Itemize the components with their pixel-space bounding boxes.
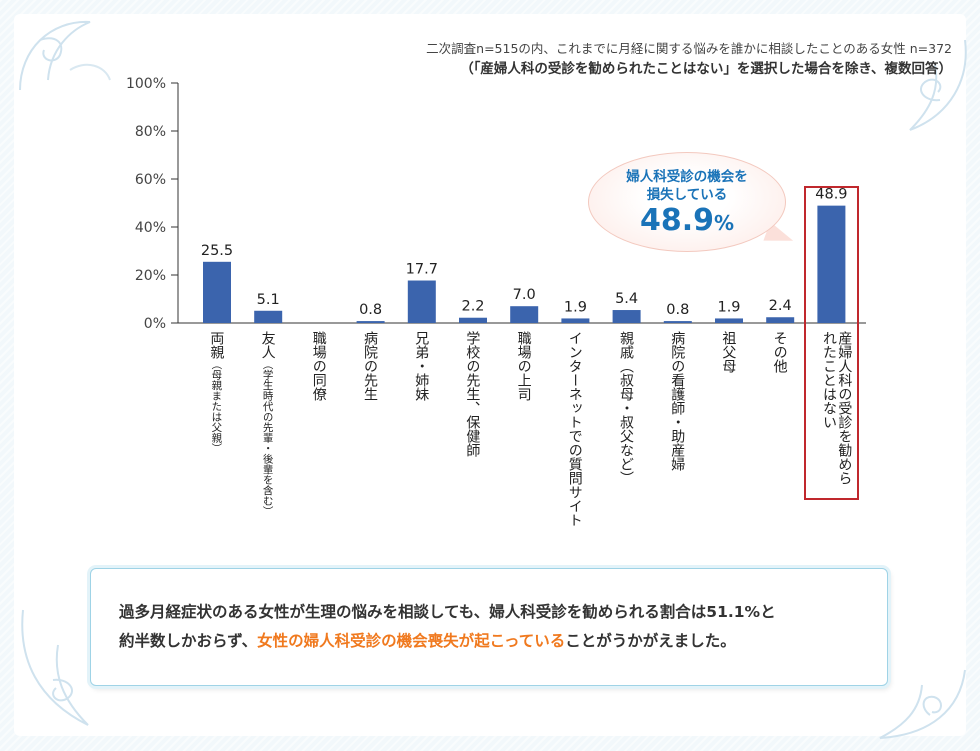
category-label: 病院の看護師・助産婦 [669, 331, 686, 471]
bar [561, 318, 590, 323]
value-label: 2.2 [461, 299, 484, 315]
y-tick-label: 100% [126, 76, 166, 92]
category-label: その他 [771, 331, 788, 373]
value-label: 1.9 [564, 299, 587, 315]
category-label-main: 両親 [208, 331, 225, 359]
summary-box: 過多月経症状のある女性が生理の悩みを相談しても、婦人科受診を勧められる割合は51… [90, 568, 888, 686]
bar [510, 306, 539, 323]
survey-condition-note: （「産婦人科の受診を勧められたことはない」を選択した場合を除き、複数回答） [460, 61, 952, 77]
category-label-main: 病院の先生 [361, 331, 378, 401]
category-label: 両親（母親または父親） [208, 331, 225, 454]
category-label: 職場の同僚 [310, 331, 327, 401]
category-label: 友人（学生時代の先輩・後輩を含む） [259, 331, 276, 517]
summary-line2: 約半数しかおらず、女性の婦人科受診の機会喪失が起こっていることがうかがえました。 [119, 629, 867, 651]
category-label-main: 友人 [259, 331, 276, 359]
category-label: 産婦人科の受診を勧められたことはない [813, 331, 853, 491]
category-label: 親戚（叔母・叔父など） [617, 331, 634, 485]
category-label-main: 職場の同僚 [310, 331, 327, 401]
category-label-main: 産婦人科の受診を勧められたことはない [821, 331, 853, 485]
callout-line1: 婦人科受診の機会を [626, 169, 748, 185]
category-label: 兄弟・姉妹 [413, 331, 430, 401]
survey-note: 二次調査n=515の内、これまでに月経に関する悩みを誰かに相談したことのある女性… [426, 41, 952, 56]
category-label: 職場の上司 [515, 331, 532, 401]
value-label: 48.9 [815, 187, 847, 203]
category-label-main: 祖父母 [720, 331, 737, 373]
value-label: 25.5 [201, 243, 233, 259]
value-label: 5.1 [257, 292, 280, 308]
y-tick-label: 40% [135, 220, 166, 236]
callout-line2: 損失している [646, 187, 728, 203]
corner-ornament-top-right [909, 39, 967, 131]
bar [612, 310, 641, 323]
summary-line1: 過多月経症状のある女性が生理の悩みを相談しても、婦人科受診を勧められる割合は51… [119, 603, 776, 621]
value-label: 17.7 [406, 262, 438, 278]
category-label-main: 親戚（叔母・叔父など） [617, 331, 634, 485]
category-label: インターネットでの質問サイト [566, 331, 583, 527]
category-label: 祖父母 [720, 331, 737, 373]
value-label: 1.9 [717, 299, 740, 315]
category-label-main: 学校の先生、保健師 [464, 331, 481, 457]
y-tick-label: 0% [144, 316, 166, 332]
category-label-main: その他 [771, 331, 788, 373]
value-label: 0.8 [666, 302, 689, 318]
bar [663, 321, 692, 323]
bar [817, 205, 846, 323]
corner-ornament-top-left [19, 20, 111, 91]
category-label-main: 兄弟・姉妹 [413, 331, 430, 401]
bar [766, 317, 795, 323]
category-label-main: 病院の看護師・助産婦 [669, 331, 686, 471]
bar [254, 310, 283, 323]
bar [203, 261, 231, 323]
y-tick-label: 20% [135, 268, 166, 284]
value-label: 0.8 [359, 302, 382, 318]
category-label: 病院の先生 [361, 331, 378, 401]
callout-unit: % [713, 211, 735, 235]
bar [459, 317, 487, 323]
corner-ornament-bottom-right [879, 669, 966, 739]
category-label-main: 職場の上司 [515, 331, 532, 401]
callout-bubble: 婦人科受診の機会を 損失している 48.9% [588, 152, 786, 252]
corner-ornament-bottom-left [21, 609, 89, 726]
bar [715, 318, 743, 323]
y-tick-label: 80% [135, 124, 166, 140]
y-tick-label: 60% [135, 172, 166, 188]
highlight-box [804, 186, 859, 500]
summary-highlight: 女性の婦人科受診の機会喪失が起こっている [257, 632, 566, 650]
bar [407, 280, 436, 323]
category-label-main: インターネットでの質問サイト [566, 331, 583, 527]
summary-line2-post: ことがうかがえました。 [565, 632, 736, 650]
category-label-sub: （母親または父親） [210, 359, 223, 454]
category-label: 学校の先生、保健師 [464, 331, 481, 457]
value-label: 5.4 [615, 291, 638, 307]
summary-line2-pre: 約半数しかおらず、 [119, 632, 258, 650]
value-label: 7.0 [513, 287, 536, 303]
callout-value-wrap: 48.9% [589, 203, 785, 238]
value-label: 2.4 [769, 298, 792, 314]
callout-value: 48.9 [639, 203, 714, 238]
category-label-sub: （学生時代の先輩・後輩を含む） [261, 359, 274, 517]
bar [356, 321, 385, 323]
